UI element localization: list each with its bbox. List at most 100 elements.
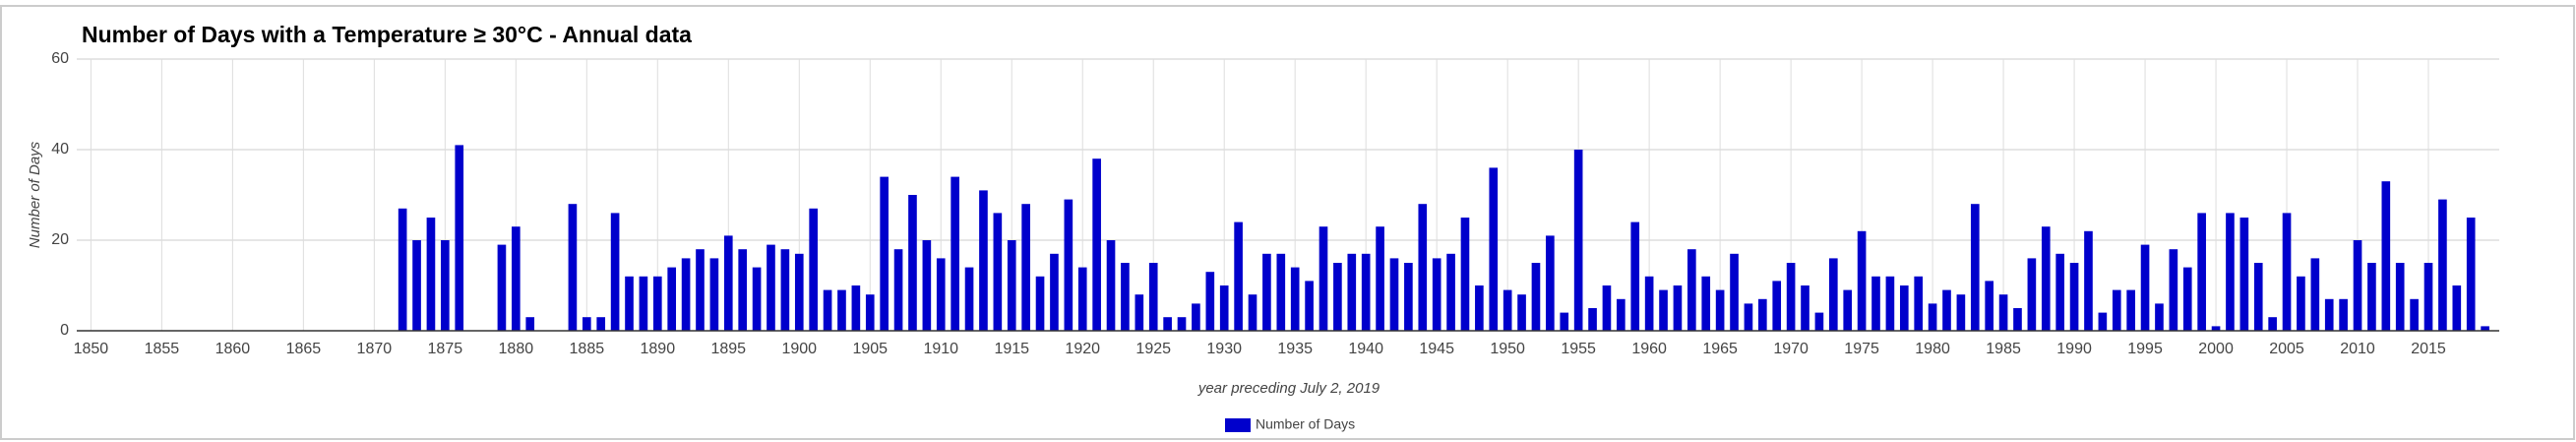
bar — [696, 249, 705, 331]
bar — [2211, 326, 2221, 331]
bar — [2297, 276, 2305, 331]
bar — [1077, 267, 1087, 331]
x-tick-label: 1970 — [1773, 341, 1809, 357]
bar — [2182, 267, 2192, 331]
x-tick-label: 1905 — [852, 341, 888, 357]
y-tick-label: 0 — [60, 322, 69, 339]
bar — [1801, 285, 1809, 331]
bar — [1517, 294, 1526, 331]
bar — [1404, 263, 1413, 331]
x-tick-label: 1940 — [1348, 341, 1383, 357]
x-tick-label: 1875 — [428, 341, 463, 357]
x-tick-label: 1955 — [1561, 341, 1596, 357]
x-tick-label: 2005 — [2269, 341, 2304, 357]
bar — [723, 235, 733, 331]
bar — [2410, 298, 2419, 331]
x-tick-label: 1995 — [2127, 341, 2163, 357]
bar — [1319, 226, 1328, 331]
bar — [1475, 285, 1484, 331]
bar — [1871, 276, 1880, 331]
bar — [2098, 312, 2108, 331]
bar — [1177, 317, 1187, 331]
bar — [1248, 294, 1257, 331]
bar — [596, 317, 606, 331]
x-tick-label: 1895 — [710, 341, 746, 357]
x-tick-label: 1960 — [1631, 341, 1667, 357]
bar — [1786, 263, 1796, 331]
bar — [639, 276, 648, 331]
bar — [780, 249, 790, 331]
bar — [1942, 289, 1951, 331]
bar — [2112, 289, 2121, 331]
x-tick-label: 1860 — [215, 341, 251, 357]
x-tick-label: 1870 — [357, 341, 393, 357]
bar — [1489, 167, 1499, 331]
y-tick-label: 20 — [51, 231, 69, 248]
bar — [2268, 317, 2277, 331]
bar — [993, 213, 1003, 331]
bar — [1828, 258, 1838, 331]
bar — [767, 244, 775, 331]
chart-title: Number of Days with a Temperature ≥ 30°C… — [82, 22, 692, 47]
x-tick-label: 1890 — [641, 341, 676, 357]
bar — [1021, 204, 1030, 331]
bar — [709, 258, 719, 331]
bar — [525, 317, 535, 331]
bar — [1234, 221, 1243, 331]
bar — [2253, 263, 2263, 331]
x-tick-label: 2015 — [2411, 341, 2446, 357]
bar — [1970, 204, 1980, 331]
bar — [936, 258, 946, 331]
bar — [1617, 298, 1625, 331]
bar — [1715, 289, 1725, 331]
bar — [1460, 218, 1470, 331]
bar — [1007, 240, 1016, 331]
bar — [1814, 312, 1824, 331]
x-tick-label: 1865 — [286, 341, 322, 357]
bar — [851, 285, 861, 331]
bar — [2367, 263, 2376, 331]
bar — [2226, 213, 2235, 331]
bar — [1446, 253, 1455, 331]
bar — [2055, 253, 2064, 331]
bar — [2282, 213, 2292, 331]
bar — [2169, 249, 2178, 331]
bar — [2481, 326, 2489, 331]
bar — [2197, 213, 2206, 331]
bar — [1914, 276, 1924, 331]
bar — [1290, 267, 1300, 331]
bar — [1928, 303, 1937, 331]
bar — [1163, 317, 1172, 331]
y-tick-label: 60 — [51, 50, 69, 67]
bar — [582, 317, 591, 331]
chart-frame — [0, 5, 2575, 440]
bar — [2423, 263, 2433, 331]
y-axis-label: Number of Days — [27, 141, 43, 248]
bar — [2395, 263, 2405, 331]
x-tick-label: 1925 — [1135, 341, 1171, 357]
bar — [568, 204, 578, 331]
bar — [625, 276, 634, 331]
bar — [2324, 298, 2334, 331]
bar — [1064, 199, 1073, 331]
bar — [1744, 303, 1753, 331]
x-tick-label: 1920 — [1065, 341, 1100, 357]
legend-label: Number of Days — [1256, 416, 1355, 432]
x-tick-label: 1880 — [499, 341, 534, 357]
bar — [1333, 263, 1342, 331]
bar — [2438, 199, 2447, 331]
bar — [2239, 218, 2249, 331]
bar — [441, 240, 450, 331]
bar — [1956, 294, 1966, 331]
bar — [2041, 226, 2051, 331]
x-tick-label: 2010 — [2340, 341, 2375, 357]
bar — [794, 253, 804, 331]
bar — [893, 249, 903, 331]
bar — [809, 208, 818, 331]
bar — [951, 176, 959, 331]
x-tick-label: 1850 — [74, 341, 109, 357]
bar — [752, 267, 762, 331]
x-tick-label: 1950 — [1490, 341, 1525, 357]
x-tick-label: 2000 — [2198, 341, 2234, 357]
